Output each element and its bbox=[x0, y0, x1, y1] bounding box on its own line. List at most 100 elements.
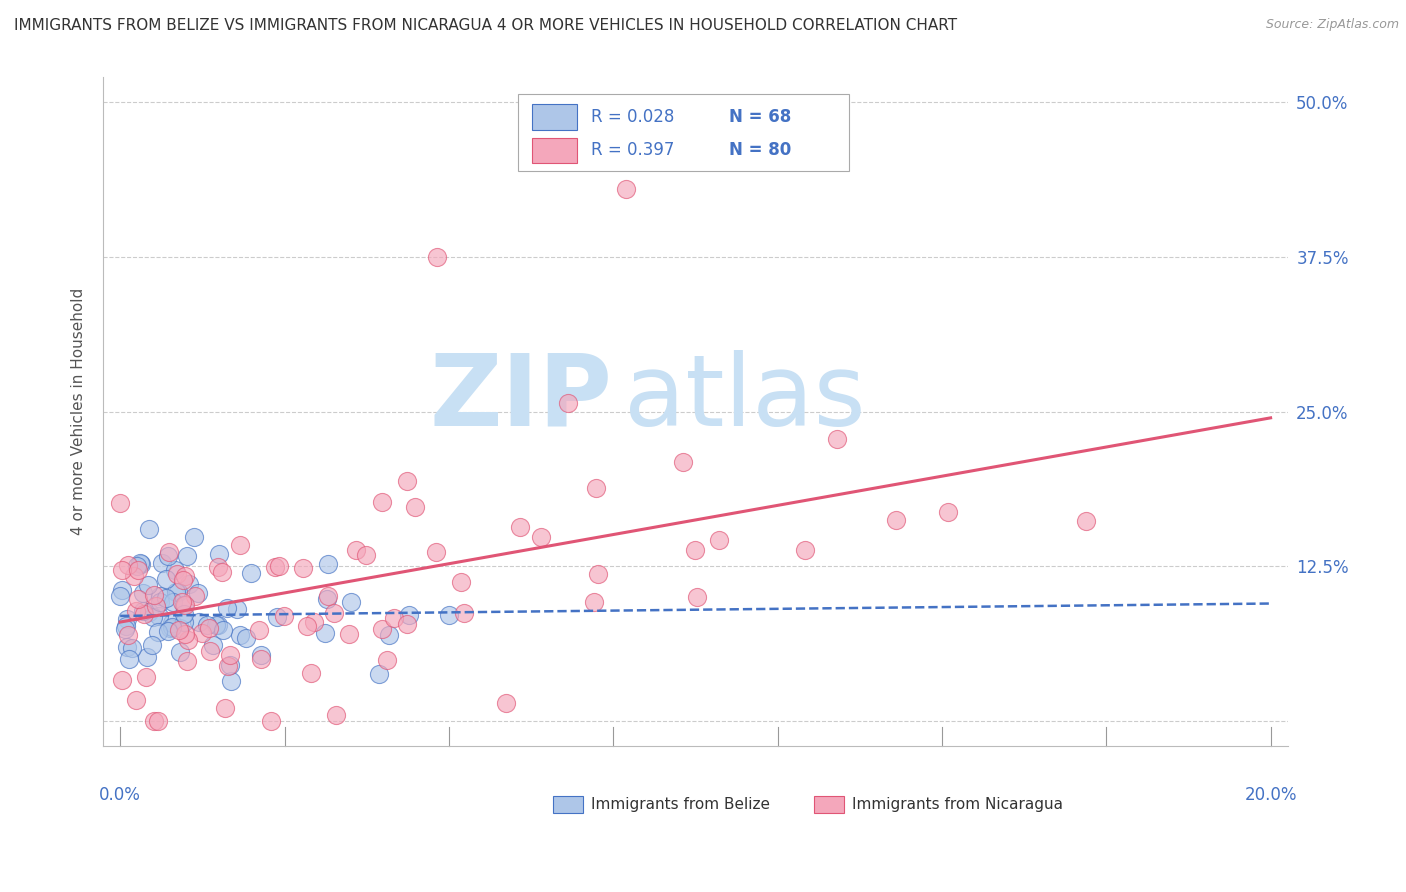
Point bbox=[367, 667, 389, 681]
Point bbox=[108, 496, 131, 510]
Point bbox=[115, 612, 138, 626]
Point bbox=[825, 432, 848, 446]
Point bbox=[156, 549, 179, 563]
Point bbox=[614, 182, 637, 196]
Point bbox=[314, 626, 336, 640]
Point bbox=[794, 543, 817, 558]
Point bbox=[582, 595, 605, 609]
Point bbox=[172, 595, 194, 609]
Point bbox=[173, 607, 195, 622]
Point bbox=[316, 592, 339, 607]
Point bbox=[132, 604, 155, 618]
Point bbox=[1074, 514, 1097, 528]
Text: N = 68: N = 68 bbox=[728, 108, 790, 126]
Point bbox=[395, 616, 418, 631]
Point bbox=[169, 623, 191, 637]
Point bbox=[425, 250, 447, 264]
Point bbox=[264, 560, 287, 574]
Point bbox=[148, 608, 170, 623]
Point bbox=[886, 513, 908, 527]
Point bbox=[322, 606, 344, 620]
Point bbox=[129, 557, 152, 571]
Point bbox=[159, 621, 181, 635]
Point bbox=[250, 652, 273, 666]
Point bbox=[509, 520, 531, 534]
Point bbox=[117, 651, 139, 665]
Point bbox=[177, 577, 200, 591]
Point bbox=[219, 648, 242, 663]
Point bbox=[239, 566, 262, 580]
Point bbox=[453, 606, 475, 620]
Point bbox=[318, 589, 340, 603]
Point bbox=[204, 618, 226, 632]
Text: Source: ZipAtlas.com: Source: ZipAtlas.com bbox=[1265, 18, 1399, 31]
Text: R = 0.397: R = 0.397 bbox=[591, 141, 675, 160]
Point bbox=[166, 566, 188, 581]
Point bbox=[683, 543, 706, 558]
Point bbox=[145, 599, 167, 613]
Point bbox=[302, 615, 325, 629]
Point bbox=[585, 482, 607, 496]
Point bbox=[177, 632, 200, 647]
Point bbox=[190, 626, 212, 640]
Text: N = 80: N = 80 bbox=[728, 141, 790, 160]
Point bbox=[146, 714, 169, 728]
Point bbox=[344, 542, 367, 557]
Point bbox=[138, 522, 160, 536]
Bar bbox=[553, 796, 583, 813]
Point bbox=[212, 623, 235, 637]
Point bbox=[138, 605, 160, 619]
Point bbox=[132, 586, 155, 600]
Point bbox=[142, 588, 165, 602]
Point bbox=[132, 607, 155, 621]
Text: IMMIGRANTS FROM BELIZE VS IMMIGRANTS FROM NICARAGUA 4 OR MORE VEHICLES IN HOUSEH: IMMIGRANTS FROM BELIZE VS IMMIGRANTS FRO… bbox=[14, 18, 957, 33]
Point bbox=[395, 474, 418, 488]
Text: atlas: atlas bbox=[624, 350, 866, 447]
Point bbox=[273, 609, 295, 624]
Point bbox=[183, 530, 205, 544]
Point bbox=[169, 644, 191, 658]
Point bbox=[325, 708, 347, 723]
Point bbox=[174, 569, 197, 583]
Bar bbox=[517, 95, 849, 171]
Point bbox=[316, 557, 339, 571]
Point bbox=[371, 622, 394, 636]
Point bbox=[117, 558, 139, 573]
Point bbox=[208, 547, 231, 561]
Point bbox=[586, 566, 609, 581]
Point bbox=[225, 602, 247, 616]
Point bbox=[110, 589, 132, 603]
Point bbox=[200, 644, 222, 658]
Point bbox=[936, 505, 959, 519]
Point bbox=[155, 572, 177, 586]
Point bbox=[269, 559, 291, 574]
Point bbox=[207, 560, 229, 574]
Point bbox=[686, 590, 709, 604]
Point bbox=[174, 598, 197, 612]
Point bbox=[197, 621, 219, 635]
Point bbox=[217, 659, 239, 673]
Point bbox=[184, 590, 207, 604]
Point bbox=[188, 615, 211, 629]
Point bbox=[129, 556, 152, 570]
Point bbox=[218, 657, 240, 672]
Point bbox=[709, 533, 731, 547]
Point bbox=[557, 396, 579, 410]
Point bbox=[149, 595, 172, 609]
Point bbox=[176, 654, 198, 668]
Point bbox=[115, 618, 138, 632]
Point bbox=[125, 604, 148, 618]
Point bbox=[127, 592, 149, 607]
Point bbox=[157, 545, 180, 559]
Point bbox=[439, 608, 461, 623]
Point bbox=[114, 623, 136, 637]
Point bbox=[382, 611, 405, 625]
Point bbox=[219, 673, 242, 688]
Point bbox=[169, 622, 191, 636]
Point bbox=[173, 615, 195, 629]
Point bbox=[143, 714, 166, 728]
Point bbox=[115, 640, 138, 654]
Point bbox=[371, 494, 394, 508]
Point bbox=[377, 628, 399, 642]
Bar bbox=[531, 137, 576, 163]
